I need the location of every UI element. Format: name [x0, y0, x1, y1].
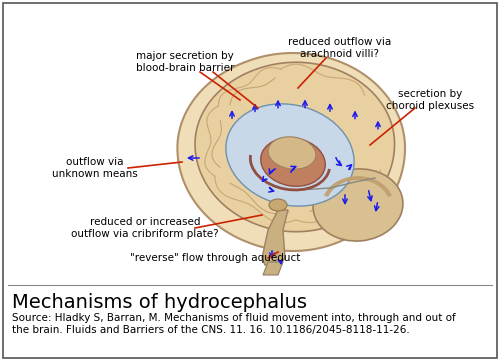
Ellipse shape	[269, 199, 287, 211]
Text: secretion by
choroid plexuses: secretion by choroid plexuses	[386, 89, 474, 111]
Text: the brain. Fluids and Barriers of the CNS. 11. 16. 10.1186/2045-8118-11-26.: the brain. Fluids and Barriers of the CN…	[12, 325, 410, 335]
Ellipse shape	[313, 169, 403, 241]
Ellipse shape	[226, 104, 354, 206]
Polygon shape	[195, 62, 394, 232]
Ellipse shape	[268, 137, 316, 169]
Polygon shape	[262, 210, 288, 265]
Polygon shape	[263, 262, 283, 275]
Text: Source: Hladky S, Barran, M. Mechanisms of fluid movement into, through and out : Source: Hladky S, Barran, M. Mechanisms …	[12, 313, 456, 323]
Text: outflow via
unknown means: outflow via unknown means	[52, 157, 138, 179]
Ellipse shape	[260, 138, 326, 186]
Text: reduced or increased
outflow via cribriform plate?: reduced or increased outflow via cribrif…	[71, 217, 219, 239]
Polygon shape	[178, 53, 405, 251]
Text: Mechanisms of hydrocephalus: Mechanisms of hydrocephalus	[12, 293, 307, 312]
Text: "reverse" flow through aqueduct: "reverse" flow through aqueduct	[130, 253, 300, 263]
Text: reduced outflow via
arachnoid villi?: reduced outflow via arachnoid villi?	[288, 37, 392, 59]
Text: major secretion by
blood-brain barrier: major secretion by blood-brain barrier	[136, 51, 234, 73]
